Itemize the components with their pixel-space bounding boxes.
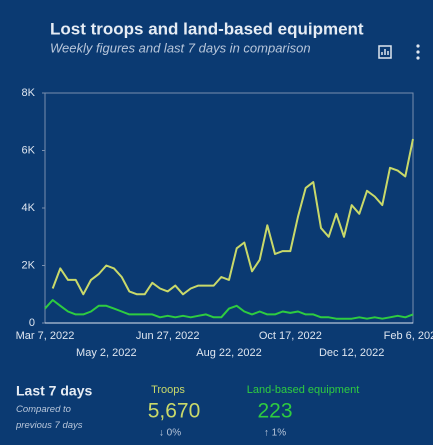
- x-tick-label: Oct 17, 2022: [259, 330, 322, 342]
- y-tick-label: 2K: [22, 259, 36, 271]
- card-change: ↓ 0%: [159, 428, 181, 439]
- x-tick-label: Dec 12, 2022: [319, 347, 384, 359]
- card-value: 5,670: [148, 400, 201, 423]
- x-tick-label: Aug 22, 2022: [196, 347, 261, 359]
- y-tick-label: 0: [29, 317, 35, 329]
- x-tick-label: Feb 6, 2023: [384, 330, 433, 342]
- card-value: 223: [257, 400, 292, 423]
- line-series: [51, 138, 414, 296]
- summary-title: Last 7 days: [16, 383, 92, 399]
- plot-frame: [44, 92, 414, 324]
- x-tick-label: Jun 27, 2022: [136, 330, 200, 342]
- card-change: ↑ 1%: [264, 428, 286, 439]
- y-tick-label: 4K: [22, 202, 36, 214]
- card-label: Troops: [151, 384, 185, 396]
- card-label: Land-based equipment: [247, 384, 360, 396]
- y-tick-label: 6K: [22, 144, 36, 156]
- line-series: [44, 299, 414, 320]
- chart-subtitle: Weekly figures and last 7 days in compar…: [50, 40, 311, 55]
- summary-note: Compared to previous 7 days: [16, 404, 83, 431]
- chart-title: Lost troops and land-based equipment: [50, 19, 364, 38]
- chart-icon[interactable]: [378, 45, 392, 59]
- summary-note-box: Compared to previous 7 days: [16, 404, 83, 431]
- menu-icon[interactable]: [416, 44, 420, 60]
- x-tick-label: May 2, 2022: [76, 347, 137, 359]
- x-tick-label: Mar 7, 2022: [16, 330, 75, 342]
- y-tick-label: 8K: [22, 87, 36, 99]
